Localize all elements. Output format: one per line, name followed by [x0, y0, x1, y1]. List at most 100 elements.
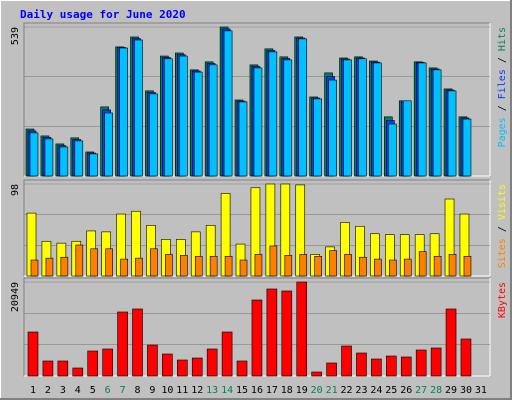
bar	[432, 69, 442, 177]
bar	[371, 358, 382, 377]
bar	[209, 255, 218, 277]
bar	[313, 98, 322, 177]
bar	[44, 138, 54, 177]
legend-entry: Pages	[497, 117, 508, 147]
x-tick-label: 3	[60, 385, 66, 396]
x-tick-label: 8	[134, 385, 140, 396]
x-tick-label: 10	[161, 385, 173, 396]
y-tick-label: 20949	[10, 282, 21, 312]
legend: Sites / Visits	[497, 184, 508, 268]
bar	[162, 353, 173, 377]
legend-entry: KBytes	[497, 282, 508, 318]
bar	[281, 290, 293, 377]
bar	[400, 356, 412, 377]
bar	[268, 51, 278, 177]
bar	[356, 352, 367, 377]
bar	[403, 258, 412, 277]
bar	[90, 248, 99, 277]
legend-separator: /	[497, 220, 508, 238]
bar	[105, 248, 113, 277]
x-tick-label: 12	[191, 385, 203, 396]
bar	[238, 101, 248, 177]
bar	[57, 360, 69, 377]
bar	[120, 258, 128, 277]
x-tick-label: 4	[75, 385, 81, 396]
bar	[59, 146, 69, 177]
bar	[239, 259, 248, 277]
bar	[284, 255, 293, 277]
bar	[417, 62, 427, 177]
bar	[30, 259, 39, 277]
bar	[445, 308, 457, 377]
x-tick-label: 24	[370, 385, 382, 396]
bar	[191, 357, 203, 377]
bar	[119, 47, 128, 177]
bar	[150, 248, 158, 277]
x-tick-label: 27	[415, 385, 427, 396]
bar	[373, 62, 382, 177]
bar	[344, 254, 352, 277]
bar	[104, 112, 113, 177]
bar	[179, 55, 188, 177]
bar	[359, 256, 367, 277]
bar	[415, 349, 427, 377]
bar	[236, 360, 248, 377]
bar	[296, 281, 308, 377]
legend-separator: /	[497, 51, 508, 69]
bar	[298, 38, 308, 177]
bar	[221, 331, 233, 377]
bar	[433, 255, 442, 277]
bar	[448, 254, 457, 277]
bar	[135, 257, 143, 277]
bar	[328, 79, 337, 177]
bar	[386, 355, 397, 377]
x-tick-label: 9	[149, 385, 155, 396]
bar	[460, 338, 472, 377]
y-tick-label: 98	[10, 184, 21, 196]
x-tick-label: 15	[236, 385, 248, 396]
bar	[343, 59, 352, 177]
x-tick-label: 18	[281, 385, 293, 396]
x-tick-label: 7	[120, 385, 126, 396]
bar	[329, 250, 337, 277]
x-tick-label: 19	[296, 385, 308, 396]
bar	[463, 255, 472, 277]
bar	[223, 30, 233, 177]
bar	[165, 254, 173, 277]
x-tick-label: 5	[90, 385, 96, 396]
legend-separator: /	[497, 99, 508, 117]
bar	[341, 345, 352, 377]
bar	[147, 344, 158, 377]
bar	[266, 288, 278, 377]
bar	[251, 299, 263, 377]
bar	[389, 259, 397, 277]
bar	[75, 244, 84, 277]
legend-entry: Hits	[497, 27, 508, 51]
bar	[374, 258, 382, 277]
x-tick-label: 25	[385, 385, 397, 396]
legend-entry: Sites	[497, 238, 508, 268]
x-tick-label: 6	[105, 385, 111, 396]
x-tick-label: 26	[400, 385, 412, 396]
bar	[117, 311, 128, 377]
bar	[177, 359, 188, 377]
bar	[430, 347, 442, 377]
bar	[132, 308, 143, 377]
bar	[194, 255, 203, 277]
bar	[253, 67, 263, 177]
x-tick-label: 21	[326, 385, 338, 396]
bar	[314, 255, 322, 277]
bar	[311, 371, 322, 377]
y-tick-label: 539	[10, 27, 21, 45]
bar	[164, 58, 173, 177]
x-tick-label: 31	[475, 385, 487, 396]
bar	[60, 256, 69, 277]
bar	[208, 64, 218, 177]
x-tick-label: 22	[341, 385, 353, 396]
x-tick-label: 11	[176, 385, 188, 396]
bar	[102, 348, 113, 377]
bar	[27, 331, 39, 377]
x-tick-label: 28	[430, 385, 442, 396]
